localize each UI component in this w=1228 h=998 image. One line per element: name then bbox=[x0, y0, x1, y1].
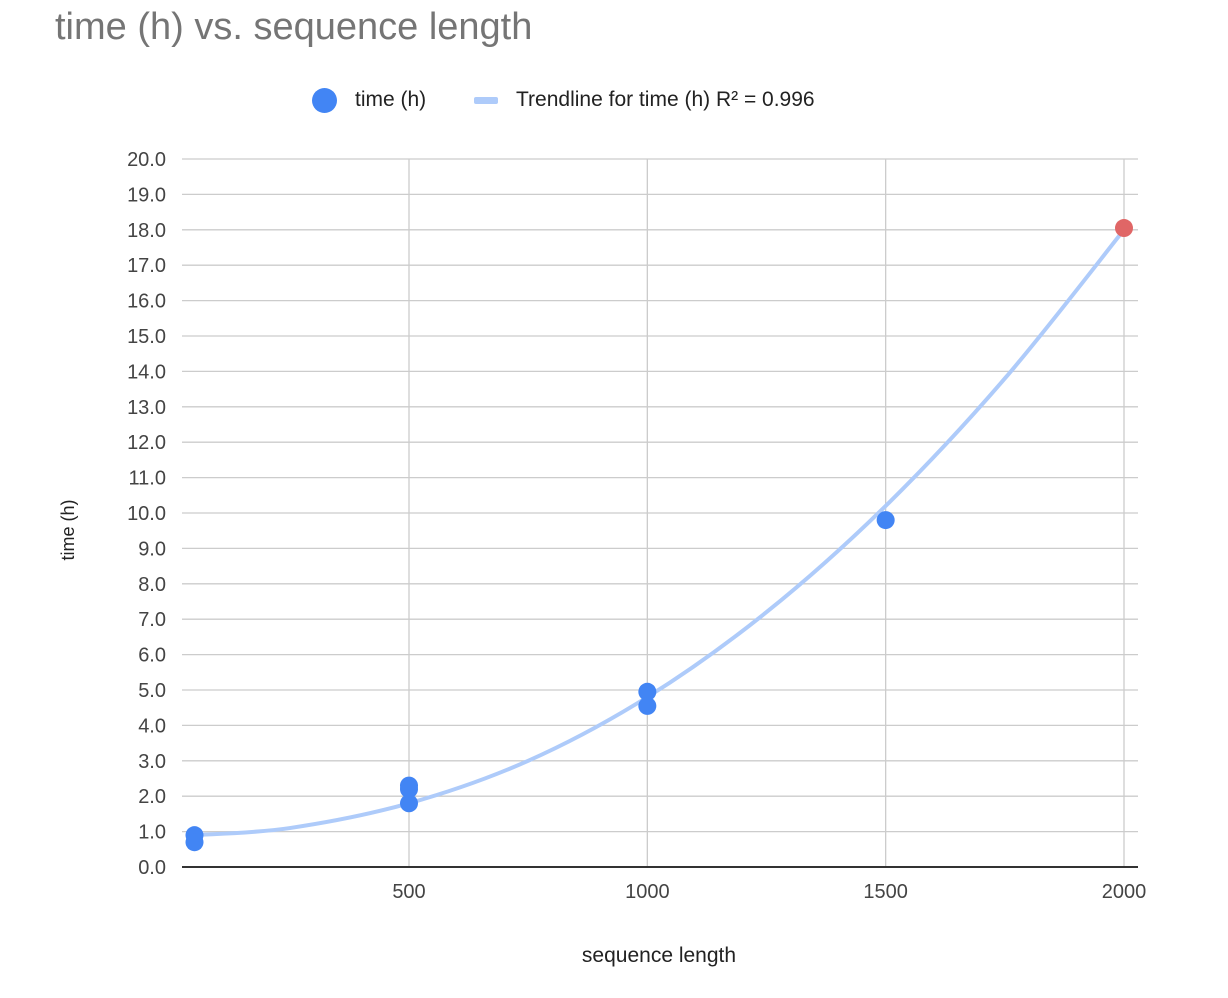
legend-item-trendline[interactable]: Trendline for time (h) R² = 0.996 bbox=[474, 80, 815, 120]
y-tick-label: 5.0 bbox=[138, 680, 166, 702]
y-tick-label: 13.0 bbox=[127, 397, 166, 419]
y-tick-label: 11.0 bbox=[129, 468, 166, 490]
legend-item-series[interactable]: time (h) bbox=[312, 80, 426, 120]
x-tick-label: 2000 bbox=[1102, 881, 1147, 903]
y-tick-label: 17.0 bbox=[127, 255, 166, 277]
y-tick-label: 14.0 bbox=[127, 361, 166, 383]
axis-layer: 0.0 1.0 2.0 3.0 4.0 5.0 6.0 7.0 8.0 9.0 10.0 11.0 12… bbox=[127, 149, 1146, 903]
y-tick-label: 20.0 bbox=[127, 149, 166, 171]
legend-label-trendline: Trendline for time (h) R² = 0.996 bbox=[516, 88, 815, 111]
axis-labels-layer: sequence length time (h) bbox=[58, 499, 736, 967]
data-point bbox=[185, 833, 204, 852]
legend-label-series: time (h) bbox=[355, 88, 427, 111]
y-tick-label: 10.0 bbox=[127, 503, 166, 525]
data-point bbox=[638, 696, 657, 715]
y-tick-label: 18.0 bbox=[127, 220, 166, 242]
y-axis-title: time (h) bbox=[58, 499, 78, 560]
y-tick-label: 4.0 bbox=[138, 715, 166, 737]
data-point bbox=[400, 794, 418, 813]
trendline-layer bbox=[192, 227, 1126, 838]
x-tick-label: 500 bbox=[392, 881, 425, 903]
grid-layer bbox=[182, 158, 1138, 867]
y-tick-label: 2.0 bbox=[138, 786, 166, 808]
y-tick-label: 16.0 bbox=[127, 291, 166, 313]
y-tick-label: 3.0 bbox=[138, 751, 166, 773]
y-tick-label: 19.0 bbox=[127, 184, 166, 206]
legend: time (h) Trendline for time (h) R² = 0.9… bbox=[0, 80, 1228, 120]
chart-title: time (h) vs. sequence length bbox=[55, 6, 533, 48]
data-point bbox=[1115, 219, 1133, 238]
data-point bbox=[638, 682, 657, 701]
y-tick-label: 8.0 bbox=[138, 574, 166, 596]
x-tick-label: 1500 bbox=[863, 881, 908, 903]
y-tick-label: 6.0 bbox=[138, 645, 166, 667]
y-tick-label: 1.0 bbox=[138, 822, 166, 844]
y-tick-label: 0.0 bbox=[138, 857, 166, 879]
data-point bbox=[400, 780, 418, 799]
x-tick-label: 1000 bbox=[625, 881, 670, 903]
y-tick-label: 12.0 bbox=[127, 432, 166, 454]
data-point bbox=[876, 511, 895, 530]
y-tick-label: 9.0 bbox=[138, 538, 166, 560]
x-axis-title: sequence length bbox=[582, 944, 736, 967]
y-tick-label: 15.0 bbox=[127, 326, 166, 348]
y-tick-label: 7.0 bbox=[138, 609, 166, 631]
trendline-curve bbox=[192, 227, 1126, 838]
points-layer bbox=[185, 219, 1133, 852]
legend-marker-dot bbox=[312, 87, 337, 113]
legend-marker-line bbox=[474, 96, 498, 104]
